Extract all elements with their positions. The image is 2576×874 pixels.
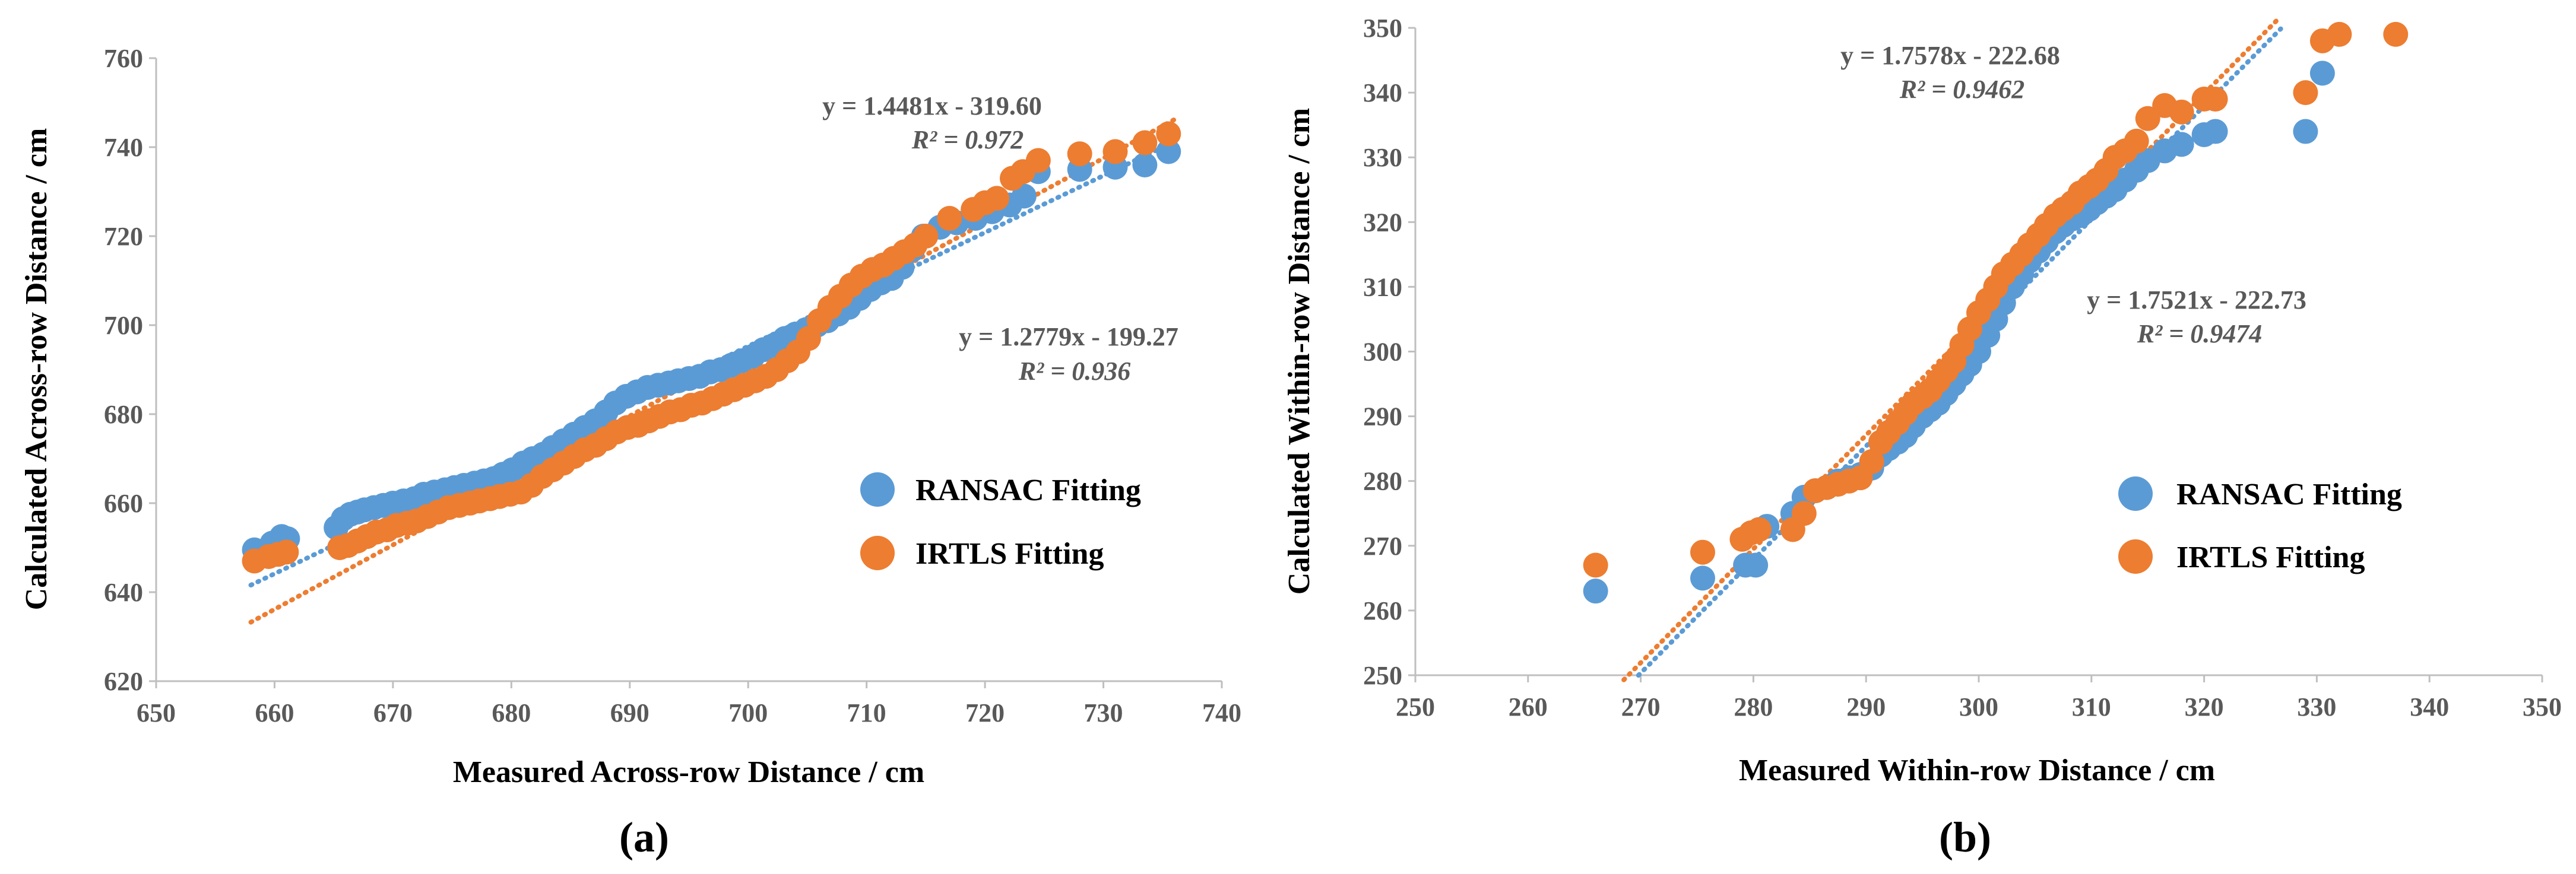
- panel-b-irtls-point: [2169, 99, 2194, 125]
- panel-a-legend: RANSAC Fitting IRTLS Fitting: [860, 472, 1141, 571]
- panel-a-y-axis-title: Calculated Across-row Distance / cm: [20, 128, 53, 611]
- panel-a-ransac-point: [1011, 183, 1037, 209]
- panel-a-ransac-equation: y = 1.2779x - 199.27: [959, 322, 1178, 351]
- panel-b-irtls-point: [2135, 106, 2160, 131]
- panel-b-ransac-point: [2203, 119, 2228, 144]
- panel-b-legend: RANSAC Fitting IRTLS Fitting: [2118, 476, 2402, 574]
- panel-b-irtls-point: [1746, 517, 1772, 542]
- panel-a-irtls-point: [1102, 139, 1128, 164]
- panel-b-irtls-point: [2124, 128, 2149, 154]
- panel-b-y-tick-label: 320: [1363, 208, 1402, 237]
- panel-a-x-tick-label: 680: [492, 698, 531, 727]
- panel-a-x-tick-label: 710: [847, 698, 886, 727]
- panel-a-y-tick-label: 620: [104, 667, 143, 696]
- panel-a-y-tick-label: 680: [104, 400, 143, 429]
- panel-b-x-tick-label: 270: [1621, 692, 1661, 722]
- panel-b-irtls-point: [2293, 80, 2318, 106]
- panel-a-x-tick-label: 700: [728, 698, 768, 727]
- panel-b-irtls-point: [2383, 21, 2409, 47]
- panel-b-x-tick-label: 290: [1846, 692, 1886, 722]
- panel-b-irtls-point: [2203, 87, 2228, 112]
- panel-a-y-tick-label: 760: [104, 44, 143, 73]
- panel-a-legend-ransac-marker: [860, 472, 895, 507]
- panel-b-ransac-point: [2309, 61, 2335, 86]
- panel-b-y-tick-label: 250: [1363, 661, 1402, 690]
- panel-b-x-tick-label: 280: [1734, 692, 1773, 722]
- panel-b-irtls-point: [2327, 21, 2352, 47]
- panel-b-y-tick-label: 290: [1363, 402, 1402, 431]
- panel-b-ransac-point: [1583, 579, 1608, 604]
- panel-b-ransac-equation: y = 1.7521x - 222.73: [2087, 285, 2306, 314]
- panel-a-x-tick-label: 650: [137, 698, 176, 727]
- panel-b-legend-ransac-label: RANSAC Fitting: [2176, 478, 2402, 511]
- panel-b-x-tick-label: 310: [2072, 692, 2111, 722]
- panel-a-y-tick-label: 640: [104, 578, 143, 607]
- panel-a-y-tick-label: 700: [104, 311, 143, 340]
- panel-b-ransac-point: [1690, 565, 1715, 591]
- panel-b-irtls-point: [1791, 501, 1817, 526]
- panel-b-x-tick-label: 320: [2185, 692, 2224, 722]
- panel-a-irtls-point: [937, 206, 962, 231]
- panel-b-irtls-r2: R² = 0.9462: [1899, 75, 2025, 104]
- panel-a-x-axis-title: Measured Across-row Distance / cm: [453, 755, 924, 789]
- panel-b-legend-irtls-marker: [2118, 539, 2153, 574]
- panel-a-y-tick-label: 660: [104, 489, 143, 518]
- panel-b-irtls-equation: y = 1.7578x - 222.68: [1840, 41, 2060, 70]
- panel-a-x-tick-label: 740: [1202, 698, 1241, 727]
- panel-a-ransac-point: [1132, 152, 1158, 177]
- panel-a-ransac-point: [1156, 139, 1181, 164]
- panel-b-x-axis-title: Measured Within-row Distance / cm: [1739, 754, 2215, 787]
- panel-b-label: (b): [1939, 813, 1991, 861]
- panel-a-irtls-r2: R² = 0.972: [911, 125, 1024, 154]
- panel-b-y-axis-title: Calculated Within-row Distance / cm: [1282, 108, 1316, 595]
- panel-a-irtls-point: [1067, 141, 1092, 167]
- panel-a-x-tick-label: 690: [610, 698, 649, 727]
- panel-b-irtls-point: [1859, 449, 1884, 474]
- panel-b-ransac-point: [2169, 132, 2194, 157]
- panel-b-y-tick-label: 330: [1363, 143, 1402, 172]
- panel-b-x-tick-label: 250: [1396, 692, 1435, 722]
- panel-b-y-tick-label: 300: [1363, 338, 1402, 367]
- panel-b-ransac-point: [2293, 119, 2318, 144]
- panel-b-y-tick-label: 350: [1363, 14, 1402, 43]
- panel-a-label: (a): [619, 813, 669, 861]
- panel-b-chart: 250 260 270 280 290 300 310 320 330 340 350 250 260 2…: [1282, 14, 2562, 861]
- panel-a-legend-irtls-marker: [860, 536, 895, 570]
- panel-a-legend-ransac-label: RANSAC Fitting: [915, 473, 1141, 507]
- panel-a-y-tick-label: 740: [104, 133, 143, 162]
- panel-a-x-tick-label: 720: [965, 698, 1005, 727]
- panel-a-ransac-r2: R² = 0.936: [1018, 357, 1131, 386]
- panel-b-legend-ransac-marker: [2118, 476, 2153, 511]
- panel-a-irtls-point: [984, 186, 1010, 211]
- panel-b-ransac-point: [1743, 552, 1769, 578]
- panel-b-ransac-r2: R² = 0.9474: [2137, 319, 2263, 348]
- panel-a-x-tick-label: 670: [373, 698, 413, 727]
- panel-b-legend-irtls-label: IRTLS Fitting: [2176, 541, 2365, 574]
- panel-a-legend-irtls-label: IRTLS Fitting: [915, 537, 1104, 571]
- panel-a-irtls-point: [274, 539, 299, 565]
- panel-b-y-tick-label: 340: [1363, 78, 1402, 107]
- panel-b-irtls-point: [1583, 552, 1608, 578]
- panel-b-y-tick-label: 280: [1363, 467, 1402, 496]
- panel-b-x-tick-label: 300: [1959, 692, 1998, 722]
- panel-a-irtls-point: [1132, 130, 1158, 155]
- panel-a-irtls-equation: y = 1.4481x - 319.60: [822, 91, 1042, 120]
- panel-b-y-tick-label: 260: [1363, 596, 1402, 625]
- panel-b-x-tick-label: 260: [1509, 692, 1548, 722]
- panel-b-x-tick-label: 330: [2297, 692, 2336, 722]
- panel-a-irtls-point: [913, 224, 939, 249]
- panel-b-x-tick-label: 350: [2523, 692, 2562, 722]
- panel-b-irtls-point: [1690, 539, 1715, 565]
- panel-a-y-tick-label: 720: [104, 222, 143, 251]
- panel-a-chart: 620 640 660 680 700 720 740 760 650 660 670 680 690 7…: [20, 44, 1241, 861]
- panel-a-x-tick-label: 730: [1084, 698, 1123, 727]
- panel-b-x-tick-label: 340: [2410, 692, 2449, 722]
- panel-a-irtls-point: [1156, 121, 1181, 147]
- panel-a-x-tick-label: 660: [255, 698, 294, 727]
- panel-a-irtls-point: [1025, 148, 1051, 173]
- panel-b-y-tick-label: 310: [1363, 272, 1402, 301]
- panel-b-y-tick-label: 270: [1363, 532, 1402, 561]
